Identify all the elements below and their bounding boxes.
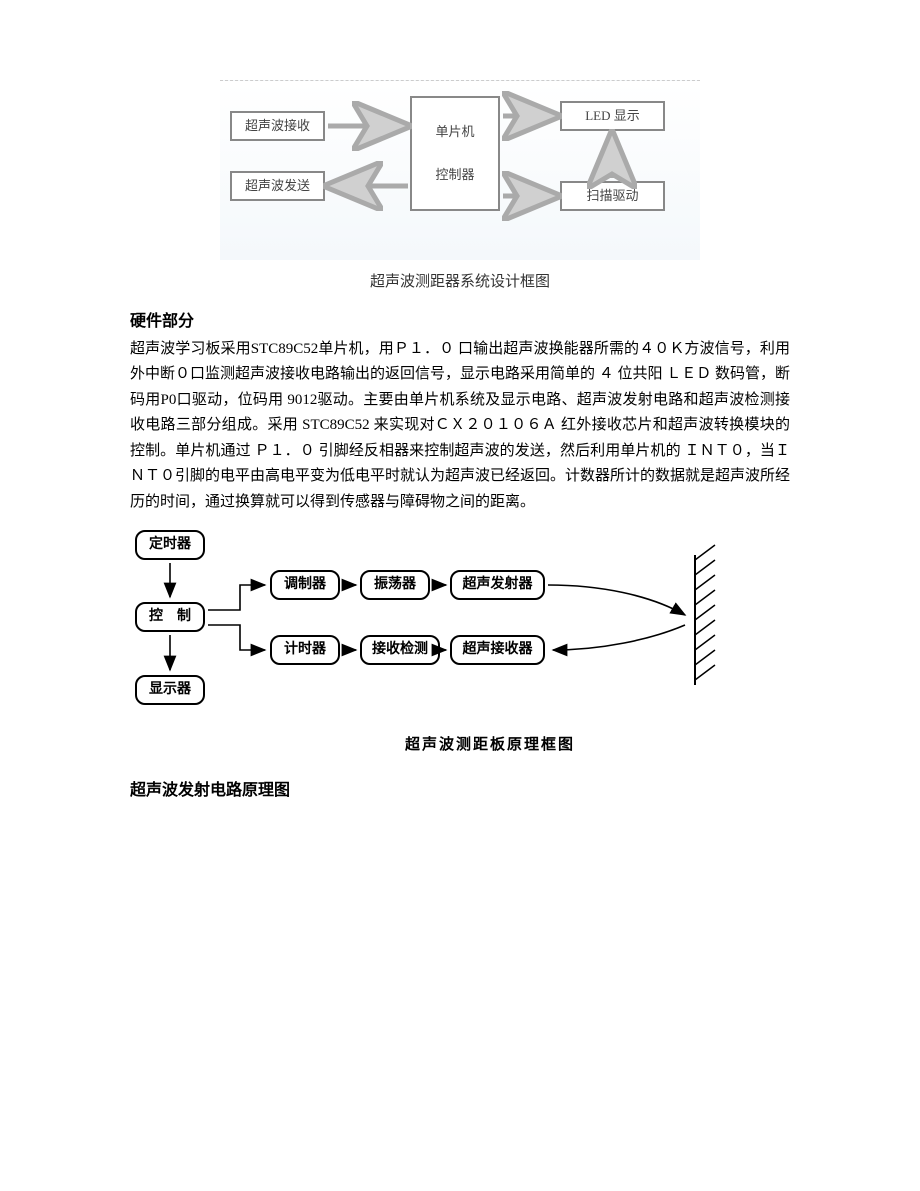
node-control: 控 制 xyxy=(135,602,205,632)
diagram1-caption: 超声波测距器系统设计框图 xyxy=(130,270,790,296)
node-mcu-line1: 单片机 xyxy=(435,121,474,143)
node-clock: 计时器 xyxy=(270,635,340,665)
node-scan-driver: 扫描驱动 xyxy=(560,181,665,211)
node-mcu-line2: 控制器 xyxy=(435,164,474,186)
node-rx-detect: 接收检测 xyxy=(360,635,440,665)
section-hw-title: 硬件部分 xyxy=(130,308,790,335)
diagram2-caption: 超声波测距板原理框图 xyxy=(190,733,790,759)
node-ultra-rx: 超声接收器 xyxy=(450,635,545,665)
node-ultrasonic-tx: 超声波发送 xyxy=(230,171,325,201)
principle-block-diagram: 定时器 控 制 显示器 调制器 振荡器 超声发射器 计时器 接收检测 超声接收器 xyxy=(130,525,730,725)
node-display: 显示器 xyxy=(135,675,205,705)
node-led-display: LED 显示 xyxy=(560,101,665,131)
system-block-diagram: 超声波接收 超声波发送 单片机 控制器 LED 显示 扫描驱动 xyxy=(220,80,700,260)
node-mcu: 单片机 控制器 xyxy=(410,96,500,211)
node-ultrasonic-rx: 超声波接收 xyxy=(230,111,325,141)
node-ultra-tx: 超声发射器 xyxy=(450,570,545,600)
paragraph-hw: 超声波学习板采用STC89C52单片机，用Ｐ１．０ 口输出超声波换能器所需的４０… xyxy=(130,337,790,516)
section-tx-schematic-title: 超声波发射电路原理图 xyxy=(130,777,790,804)
diagram2-arrows xyxy=(130,525,730,725)
node-modulator: 调制器 xyxy=(270,570,340,600)
node-oscillator: 振荡器 xyxy=(360,570,430,600)
node-timer: 定时器 xyxy=(135,530,205,560)
